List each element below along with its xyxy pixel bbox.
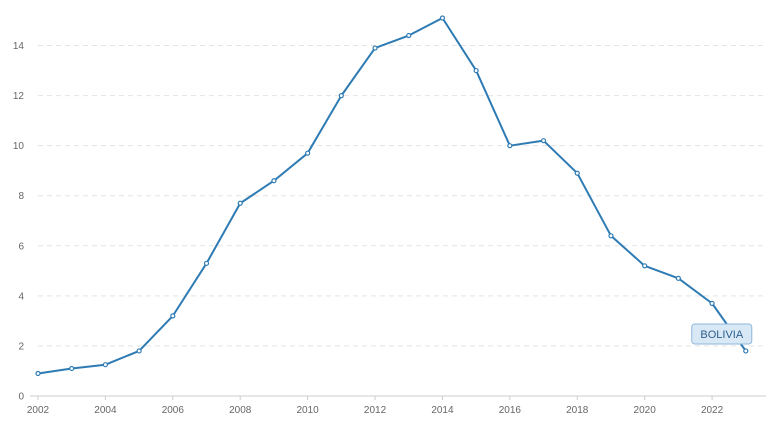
data-point[interactable] bbox=[574, 170, 580, 176]
y-tick-label: 0 bbox=[18, 392, 24, 403]
data-point[interactable] bbox=[439, 15, 446, 21]
data-point[interactable] bbox=[473, 67, 479, 74]
x-tick-label: 2004 bbox=[94, 405, 117, 416]
data-point[interactable] bbox=[675, 275, 681, 281]
data-point[interactable] bbox=[170, 313, 176, 319]
data-point[interactable] bbox=[642, 263, 648, 269]
data-point[interactable] bbox=[743, 348, 749, 354]
x-tick-label: 2018 bbox=[566, 405, 589, 416]
data-point[interactable] bbox=[271, 178, 277, 184]
series-label-text: BOLIVIA bbox=[700, 329, 743, 341]
axes: 0 2 4 6 8 10 12 14 2002 2004 2006 2008 2010 2012 2014 2… bbox=[13, 41, 766, 416]
x-tick-label: 2020 bbox=[634, 405, 657, 416]
data-point[interactable] bbox=[35, 370, 41, 377]
x-tick-label: 2008 bbox=[229, 405, 252, 416]
data-point[interactable] bbox=[372, 45, 378, 51]
x-tick-label: 2022 bbox=[701, 405, 724, 416]
y-tick-label: 4 bbox=[18, 291, 24, 302]
data-point[interactable] bbox=[305, 150, 311, 156]
y-tick-label: 12 bbox=[13, 91, 25, 102]
series-labels: BOLIVIA bbox=[691, 323, 753, 345]
data-point[interactable] bbox=[203, 260, 210, 266]
series-label-tag: BOLIVIA bbox=[691, 323, 753, 345]
x-tick-label: 2014 bbox=[431, 405, 454, 416]
data-point[interactable] bbox=[338, 93, 344, 99]
data-point[interactable] bbox=[507, 143, 513, 149]
data-point[interactable] bbox=[540, 138, 547, 144]
x-tick-label: 2012 bbox=[364, 405, 387, 416]
data-point[interactable] bbox=[608, 233, 614, 239]
data-point[interactable] bbox=[709, 300, 715, 306]
series-label-box bbox=[691, 323, 753, 345]
gridlines bbox=[38, 45, 766, 347]
x-tick-label: 2002 bbox=[27, 405, 50, 416]
data-point[interactable] bbox=[136, 348, 142, 354]
x-tick-label: 2016 bbox=[499, 405, 522, 416]
y-tick-label: 6 bbox=[18, 241, 24, 252]
y-tick-label: 8 bbox=[18, 191, 24, 202]
x-tick-label: 2006 bbox=[162, 405, 185, 416]
data-point[interactable] bbox=[237, 200, 243, 206]
y-tick-label: 14 bbox=[13, 41, 25, 52]
data-point[interactable] bbox=[69, 365, 75, 372]
series-line bbox=[37, 17, 747, 375]
data-point[interactable] bbox=[406, 32, 412, 39]
x-tick-label: 2010 bbox=[297, 405, 320, 416]
series-layer bbox=[35, 15, 749, 377]
y-tick-label: 2 bbox=[18, 341, 24, 352]
data-point[interactable] bbox=[102, 362, 109, 368]
y-tick-label: 10 bbox=[13, 141, 25, 152]
